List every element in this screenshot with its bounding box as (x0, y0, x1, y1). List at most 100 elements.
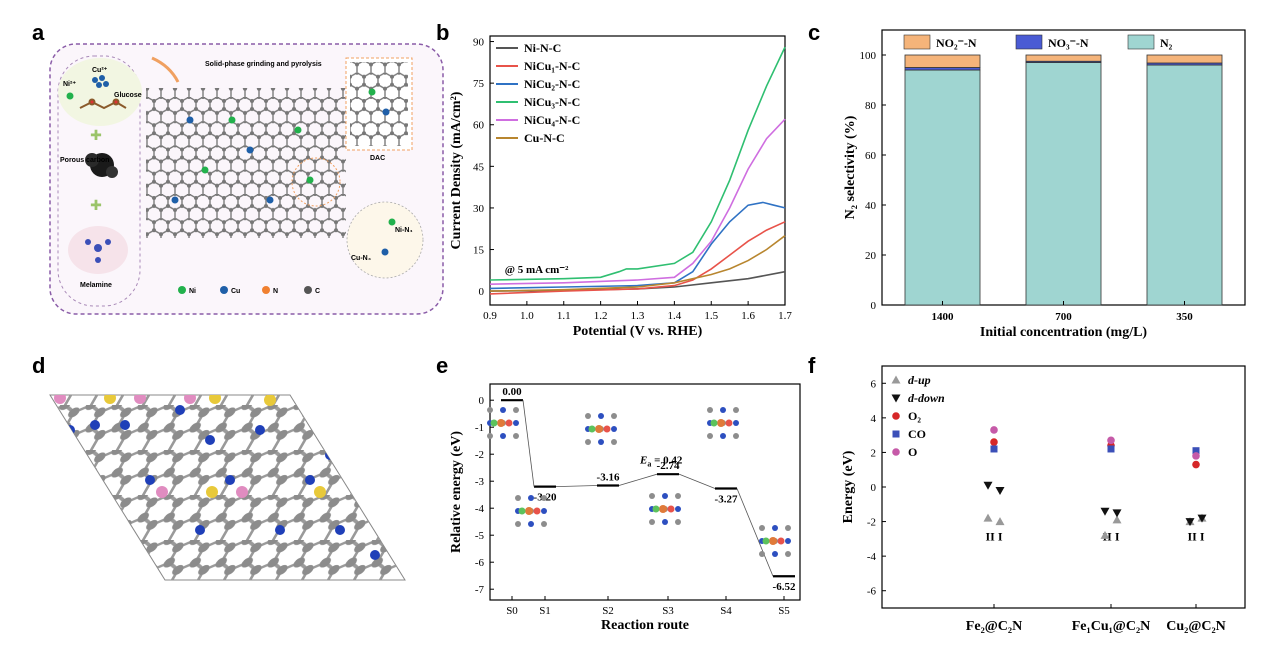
atom-oxygen (725, 419, 733, 427)
atom-center (497, 419, 505, 427)
point-3-2 (1192, 447, 1200, 455)
atom (785, 551, 791, 557)
atom (733, 433, 739, 439)
energy-connector-3 (618, 473, 658, 486)
atom (720, 433, 726, 439)
point-4-2 (1192, 452, 1200, 460)
dac-label: DAC (370, 155, 385, 162)
x-tick-label: S0 (506, 605, 518, 617)
bar-0-0 (904, 69, 981, 306)
atom (707, 433, 713, 439)
annotation-label: @ 5 mA cm⁻² (505, 264, 569, 276)
x-tick-label: S4 (720, 605, 732, 617)
point-2-2 (1192, 460, 1200, 469)
atom (733, 407, 739, 413)
legend-label-1: NiCu₁-N-C (524, 59, 580, 73)
atom (541, 495, 547, 501)
energy-connector-2 (555, 485, 598, 487)
y-tick-label: -4 (475, 503, 485, 515)
atom (759, 525, 765, 531)
energy-level-chart: 6 4 2 0 -2 -4 -6 Fe₂@C₂N II I Fe₁Cu₁@C₂N II I Cu₂@C… (841, 365, 1246, 634)
y-tick-label: -7 (475, 584, 485, 596)
lsv-chart: 0.9 1.0 1.1 1.2 1.3 1.4 1.5 1.6 1.7 0 15 30 45 60 75 90… (449, 35, 792, 339)
atom-ni (762, 537, 770, 545)
x-tick-label: 1.1 (557, 310, 571, 322)
point-0-2 (1100, 530, 1110, 539)
y-tick-label: 100 (860, 50, 877, 62)
energy-connector-5 (736, 488, 774, 577)
legend-dot-ni (178, 286, 186, 294)
legend-marker-4 (892, 448, 900, 456)
y-tick-label: 40 (865, 200, 877, 212)
legend-swatch-2 (903, 34, 931, 50)
y-tick-label: -6 (475, 557, 485, 569)
carbon-lattice (146, 88, 346, 238)
atom-oxygen (667, 505, 675, 513)
legend-label-2: NO₂⁻-N (936, 36, 977, 50)
ni-ion-icon (66, 92, 74, 100)
point-0-0 (983, 513, 993, 522)
atom (487, 407, 493, 413)
atom-ni (490, 419, 498, 427)
y-axis-title: Relative energy (eV) (449, 431, 464, 553)
bar-2-1 (1025, 54, 1102, 62)
point-1-5 (1197, 514, 1207, 523)
energy-value-label-5: -6.52 (773, 581, 796, 593)
series-line-3 (489, 46, 786, 281)
point-4-1 (1107, 436, 1115, 445)
energy-value-label-0: 0.00 (502, 386, 522, 398)
atom (541, 521, 547, 527)
atom (675, 519, 681, 525)
atom (528, 495, 534, 501)
process-label: Solid-phase grinding and pyrolysis (205, 61, 322, 68)
y-tick-label: 60 (473, 120, 485, 132)
legend-label-0: d-up (908, 373, 931, 387)
atom (785, 525, 791, 531)
x-axis-title: Potential (V vs. RHE) (573, 324, 703, 339)
porous-carbon-icon (85, 153, 118, 178)
y-tick-label: -3 (475, 476, 485, 488)
atom (515, 495, 521, 501)
y-tick-label: 0 (871, 482, 877, 494)
atom-oxygen (505, 419, 513, 427)
y-tick-label: 6 (871, 378, 877, 390)
atom-legend: Ni Cu N C (178, 286, 320, 295)
series-line-5 (489, 235, 786, 292)
y-tick-label: 75 (473, 78, 485, 90)
porous-carbon-label: Porous carbon (60, 157, 109, 164)
y-tick-label: 0 (871, 300, 877, 312)
y-tick-label: -4 (867, 551, 877, 563)
point-4-0 (990, 426, 998, 434)
atom (515, 521, 521, 527)
atom-center (717, 419, 725, 427)
legend-dot-cu (220, 286, 228, 294)
synthesis-schematic: Ni²⁺ Cu²⁺ Glucose ✚ Porous carbon ✚ Mela… (49, 43, 444, 315)
y-axis-title: N₂ selectivity (%) (843, 115, 858, 219)
energy-value-label-3: -2.74 (657, 460, 680, 472)
legend-label-cu: Cu (231, 288, 240, 295)
legend-label-0: N₂ (1160, 36, 1173, 50)
panel-letter-b: b (436, 20, 449, 45)
atom (649, 493, 655, 499)
atom (675, 493, 681, 499)
x-tick-label: S1 (539, 605, 551, 617)
atom (528, 521, 534, 527)
y-tick-label: -2 (475, 449, 484, 461)
atom-ni (518, 507, 526, 515)
melamine-label: Melamine (80, 282, 112, 289)
atom-oxygen (777, 537, 785, 545)
series-line-2 (489, 201, 786, 290)
x-tick-label: 1400 (932, 311, 955, 323)
legend-label-1: NO₃⁻-N (1048, 36, 1089, 50)
atom (500, 407, 506, 413)
structure-thumbnail-2 (707, 407, 739, 439)
atom (662, 493, 668, 499)
y-tick-label: 45 (473, 161, 485, 173)
x-tick-label: 1.6 (741, 310, 755, 322)
panel-letter-f: f (808, 353, 816, 378)
arrow-icon (151, 56, 180, 83)
atom (585, 413, 591, 419)
atom-ni (710, 419, 718, 427)
y-axis-title: Energy (eV) (841, 450, 856, 523)
